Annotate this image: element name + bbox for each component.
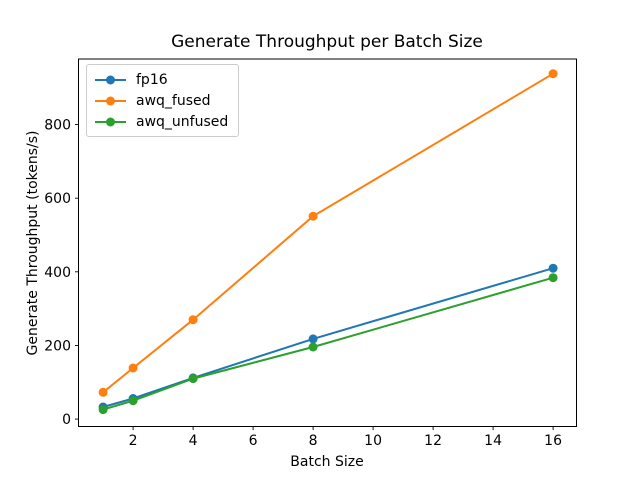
data-point-fp16: [308, 334, 318, 344]
data-point-awq_unfused: [188, 374, 198, 384]
data-point-awq_fused: [128, 363, 138, 373]
legend-item-awq-unfused: awq_unfused: [94, 111, 228, 132]
data-point-awq_fused: [98, 387, 108, 397]
data-point-awq_unfused: [128, 396, 138, 406]
plot-spines: [78, 58, 577, 427]
legend: fp16 awq_fused awq_unfused: [86, 64, 240, 137]
chart-title: Generate Throughput per Batch Size: [171, 32, 483, 52]
y-axis-label: Generate Throughput (tokens/s): [25, 130, 41, 356]
x-tick-label: 6: [249, 433, 258, 449]
x-tick-label: 16: [544, 433, 562, 449]
data-point-awq_unfused: [308, 342, 318, 352]
y-tick-label: 0: [62, 412, 71, 428]
legend-label: fp16: [136, 71, 168, 88]
y-tick-label: 200: [44, 339, 71, 355]
legend-line-marker-icon: [95, 117, 126, 126]
y-tick-label: 400: [44, 265, 71, 281]
x-tick-label: 4: [189, 433, 198, 449]
x-tick-label: 12: [424, 433, 442, 449]
data-point-awq_fused: [548, 69, 558, 79]
x-tick-label: 8: [309, 433, 318, 449]
data-point-awq_unfused: [548, 273, 558, 283]
legend-item-awq-fused: awq_fused: [94, 90, 228, 111]
y-tick-label: 600: [44, 191, 71, 207]
series-line-awq_unfused: [102, 276, 554, 411]
legend-item-fp16: fp16: [94, 69, 228, 90]
y-tick-label: 800: [44, 118, 71, 134]
x-tick-label: 2: [129, 433, 138, 449]
x-axis-label: Batch Size: [290, 454, 364, 470]
legend-line-marker-icon: [95, 96, 126, 105]
legend-line-marker-icon: [95, 75, 126, 84]
data-point-awq_fused: [308, 211, 318, 221]
x-tick-label: 14: [484, 433, 502, 449]
legend-label: awq_unfused: [136, 113, 229, 130]
data-point-awq_unfused: [98, 405, 108, 415]
data-point-awq_fused: [188, 315, 198, 325]
data-point-fp16: [548, 263, 558, 273]
x-tick-label: 10: [364, 433, 382, 449]
legend-label: awq_fused: [136, 92, 211, 109]
